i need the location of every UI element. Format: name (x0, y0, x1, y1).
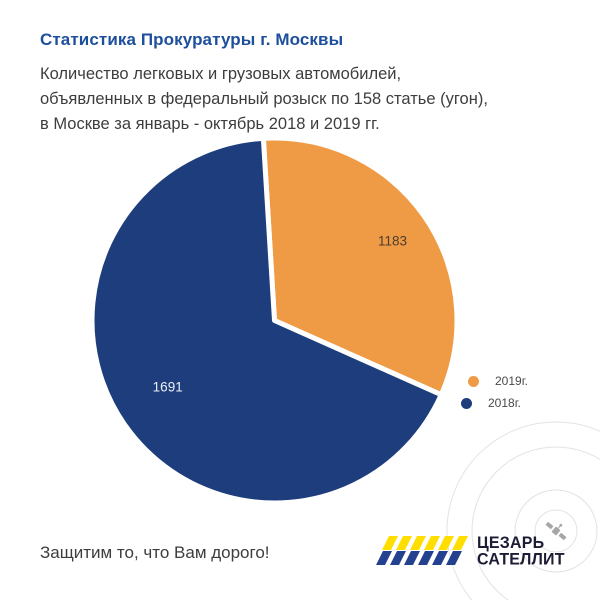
logo-line2: САТЕЛЛИТ (477, 551, 565, 569)
satellite-icon (545, 521, 567, 541)
logo-stripe-yellow (438, 536, 454, 550)
pie-value-label: 1183 (378, 233, 407, 248)
pie-chart: 1183 1691 (89, 135, 460, 506)
legend-label: 2018г. (488, 396, 521, 410)
logo-stripe-yellow (396, 536, 412, 550)
logo-stripe-navy (432, 551, 448, 565)
orbit-circle (534, 509, 578, 553)
logo-stripe-navy (418, 551, 434, 565)
logo-stripes (376, 536, 468, 565)
logo-stripe-yellow (452, 536, 468, 550)
orbit-circle (446, 421, 600, 600)
logo-stripe-yellow (382, 536, 398, 550)
logo-stripe-yellow (410, 536, 426, 550)
logo-stripe-yellow (424, 536, 440, 550)
orbit-circle (514, 489, 598, 573)
pie-slice-2019г. (260, 135, 460, 398)
satellite-orbits-decoration (446, 421, 600, 600)
tagline: Защитим то, что Вам дорого! (40, 543, 270, 562)
orbit-circle (471, 446, 600, 600)
pie-value-label: 1691 (153, 380, 183, 395)
logo-wordmark: ЦЕЗАРЬ САТЕЛЛИТ (477, 534, 565, 569)
page-title: Статистика Прокуратуры г. Москвы (40, 30, 344, 49)
legend-label: 2019г. (495, 374, 528, 388)
logo-stripe-navy (404, 551, 420, 565)
legend-item-2019г.: 2019г. (468, 375, 528, 387)
logo-stripe-navy (446, 551, 462, 565)
logo-line1: ЦЕЗАРЬ (477, 534, 545, 553)
chart-subtitle: Количество легковых и грузовых автомобил… (40, 65, 488, 133)
logo-stripe-navy (390, 551, 406, 565)
pie-slice-2018г. (89, 135, 444, 506)
logo-stripe-navy (376, 551, 392, 565)
